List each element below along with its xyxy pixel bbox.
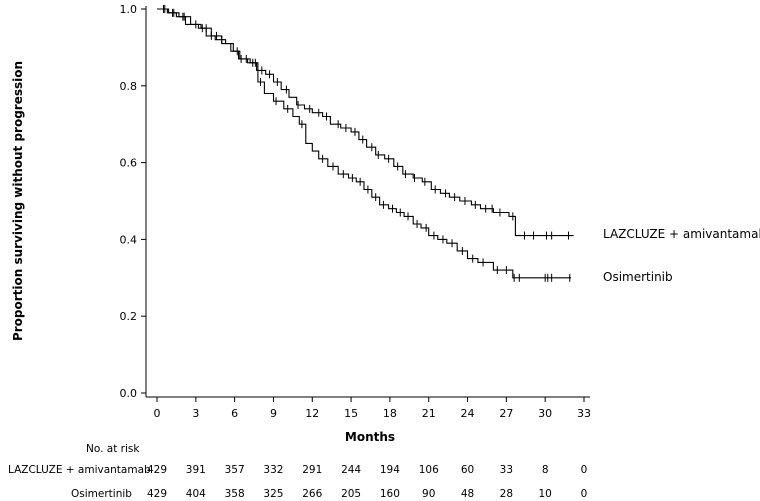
y-axis-ticks: 0.0 0.2 0.4 0.6 0.8 1.0	[120, 3, 146, 400]
risk-value-osimertinib: 325	[263, 488, 283, 500]
risk-value-lazcluze: 429	[147, 464, 167, 476]
x-tick-label: 3	[192, 407, 199, 420]
risk-value-lazcluze: 194	[380, 464, 400, 476]
risk-value-osimertinib: 429	[147, 488, 167, 500]
risk-row-label-osimertinib: Osimertinib	[71, 488, 132, 500]
risk-value-lazcluze: 244	[341, 464, 361, 476]
y-tick-label: 0.0	[120, 387, 138, 400]
x-tick-label: 27	[499, 407, 513, 420]
x-tick-label: 15	[344, 407, 358, 420]
risk-table-header: No. at risk	[86, 443, 140, 455]
risk-value-osimertinib: 10	[538, 488, 551, 500]
risk-table-values: 429 391 357 332 291 244 194 106 60 33 8 0 429 404 358 3…	[147, 464, 587, 500]
legend-label-lazcluze: LAZCLUZE + amivantamab	[603, 227, 760, 241]
x-tick-label: 18	[383, 407, 397, 420]
y-axis-title: Proportion surviving without progression	[11, 61, 25, 341]
risk-value-osimertinib: 404	[186, 488, 206, 500]
km-line-lazcluze	[157, 8, 574, 237]
y-tick-label: 0.2	[120, 310, 138, 323]
risk-value-lazcluze: 291	[302, 464, 322, 476]
km-line-osimertinib	[157, 8, 572, 279]
risk-value-osimertinib: 90	[422, 488, 435, 500]
x-tick-label: 24	[461, 407, 475, 420]
y-tick-label: 0.8	[120, 80, 138, 93]
x-tick-label: 12	[305, 407, 319, 420]
risk-value-lazcluze: 60	[461, 464, 474, 476]
y-tick-label: 1.0	[120, 3, 138, 16]
x-tick-label: 33	[577, 407, 591, 420]
x-tick-label: 30	[538, 407, 552, 420]
risk-value-osimertinib: 28	[500, 488, 513, 500]
x-tick-label: 0	[154, 407, 161, 420]
risk-value-osimertinib: 160	[380, 488, 400, 500]
x-tick-label: 6	[231, 407, 238, 420]
risk-row-label-lazcluze: LAZCLUZE + amivantamab	[8, 464, 151, 476]
risk-value-lazcluze: 0	[581, 464, 588, 476]
x-tick-label: 21	[422, 407, 436, 420]
risk-value-osimertinib: 0	[581, 488, 588, 500]
legend-label-osimertinib: Osimertinib	[603, 270, 673, 284]
risk-value-lazcluze: 106	[419, 464, 439, 476]
risk-value-osimertinib: 266	[302, 488, 322, 500]
series-layer	[157, 5, 574, 282]
x-tick-label: 9	[270, 407, 277, 420]
risk-value-lazcluze: 357	[225, 464, 245, 476]
risk-value-lazcluze: 332	[263, 464, 283, 476]
x-axis-title: Months	[345, 430, 395, 444]
risk-value-lazcluze: 33	[500, 464, 513, 476]
risk-value-osimertinib: 358	[225, 488, 245, 500]
risk-value-osimertinib: 205	[341, 488, 361, 500]
risk-value-osimertinib: 48	[461, 488, 474, 500]
x-axis-ticks: 0 3 6 9 12 15 18 21 24 27 30 33	[154, 397, 591, 420]
risk-value-lazcluze: 391	[186, 464, 206, 476]
risk-value-lazcluze: 8	[542, 464, 549, 476]
y-tick-label: 0.4	[120, 233, 138, 246]
y-tick-label: 0.6	[120, 157, 138, 170]
